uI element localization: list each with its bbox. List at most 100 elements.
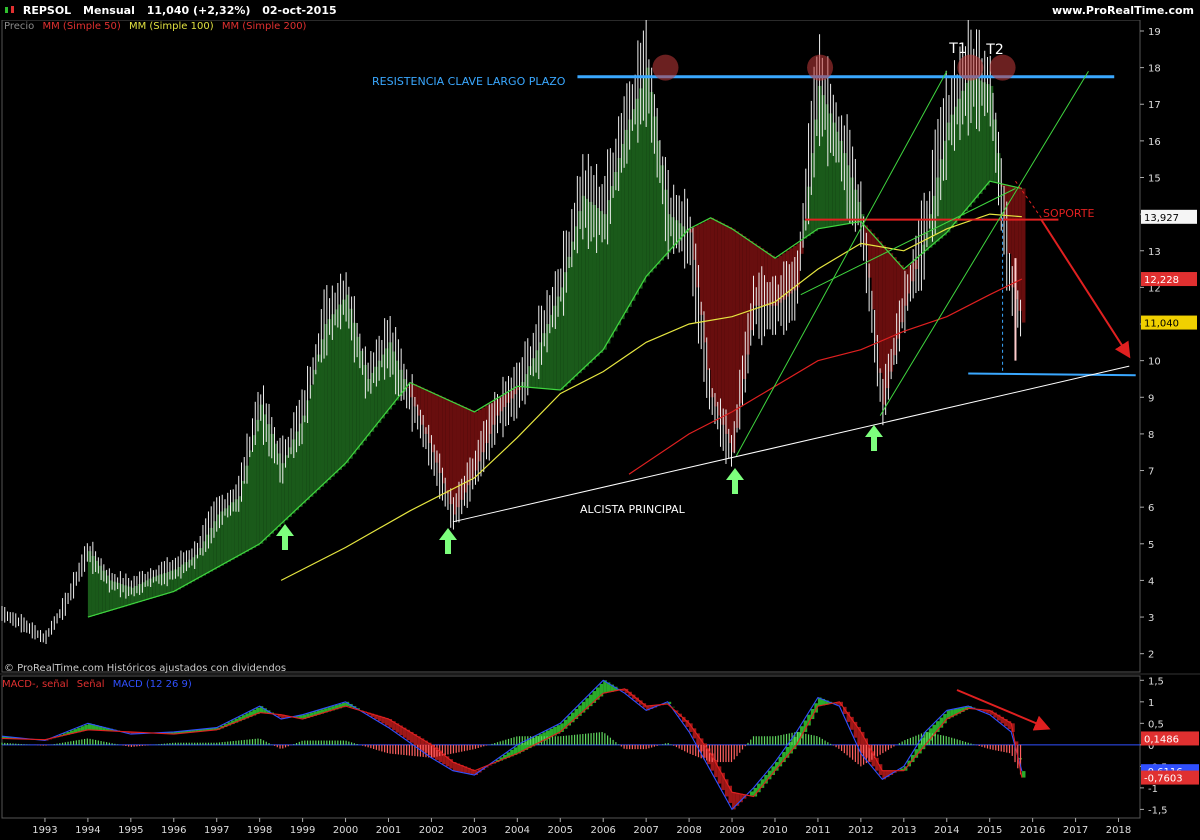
sma-fill: [588, 201, 593, 364]
sma-fill: [800, 240, 804, 254]
macd-fill: [163, 732, 167, 734]
sma-fill: [191, 557, 196, 582]
sma-fill: [234, 499, 239, 558]
sma-fill: [216, 514, 221, 568]
legend-macd-hist[interactable]: MACD-, señal: [2, 679, 69, 690]
sma-fill: [112, 581, 117, 610]
macd-fill: [692, 728, 697, 739]
macd-fill: [377, 715, 382, 722]
sma-fill: [288, 447, 292, 517]
legend-sma50[interactable]: MM (Simple 50): [42, 21, 121, 32]
macd-fill: [413, 734, 418, 746]
macd-fill: [842, 706, 847, 715]
legend-sma200[interactable]: MM (Simple 200): [221, 21, 307, 32]
up-arrow-shape: [726, 468, 744, 494]
legend-sma100[interactable]: MM (Simple 100): [128, 21, 214, 32]
macd-fill: [868, 744, 872, 763]
macd-fill: [69, 730, 74, 734]
legend-price[interactable]: Precio: [4, 21, 35, 32]
legend-signal[interactable]: Señal: [76, 679, 105, 690]
macd-fill: [592, 691, 597, 703]
macd-fill: [885, 770, 890, 778]
macd-fill: [499, 757, 504, 761]
sma-fill: [263, 414, 267, 541]
sma-fill: [87, 551, 92, 618]
macd-y-tick-label: -1,5: [1148, 805, 1168, 816]
sma-fill: [213, 521, 217, 570]
macd-fill: [345, 701, 350, 707]
buy-arrow-2012: [865, 425, 883, 451]
timeframe[interactable]: Mensual: [83, 4, 135, 17]
macd-fill: [857, 726, 861, 746]
sma-fill: [549, 314, 554, 390]
sma-fill: [155, 575, 160, 597]
macd-fill: [882, 770, 886, 780]
macd-fill: [964, 706, 969, 711]
macd-fill: [520, 743, 525, 752]
sma-fill: [796, 243, 801, 288]
buy-arrow-2002: [439, 528, 457, 554]
x-tick-label: 1996: [161, 825, 186, 836]
sma-fill: [764, 250, 768, 306]
macd-fill: [810, 708, 815, 720]
macd-fill: [245, 713, 249, 719]
macd-fill: [732, 792, 736, 810]
sma-fill: [420, 387, 425, 425]
macd-fill: [950, 709, 954, 718]
sma-fill: [732, 228, 736, 453]
y-tick-label: 2: [1148, 650, 1154, 661]
macd-fill: [631, 694, 636, 699]
macd-fill: [327, 707, 332, 712]
macd-fill: [982, 709, 987, 712]
y-tick-label: 19: [1148, 27, 1161, 38]
sma-fill: [470, 410, 475, 478]
macd-line: [1, 679, 1023, 811]
macd-fill: [689, 723, 693, 732]
sma-fill: [252, 435, 257, 548]
macd-fill: [961, 707, 965, 712]
sma-fill: [202, 541, 206, 576]
sma-fill: [241, 480, 246, 554]
macd-fill: [957, 708, 962, 714]
macd-fill: [510, 749, 514, 757]
sma-fill: [885, 249, 890, 389]
macd-panel: [1, 675, 1141, 819]
macd-fill: [91, 724, 96, 730]
x-tick-label: 2001: [376, 825, 401, 836]
macd-fill: [209, 728, 214, 731]
sma-fill: [1021, 188, 1026, 323]
legend-macd[interactable]: MACD (12 26 9): [112, 679, 192, 690]
sma-fill: [331, 314, 335, 477]
brand-link[interactable]: www.ProRealTime.com: [1051, 4, 1194, 17]
sma-fill: [177, 566, 181, 590]
sma-fill: [585, 198, 589, 367]
sma-fill: [760, 248, 765, 306]
x-tick-label: 2011: [805, 825, 830, 836]
macd-fill: [1014, 741, 1019, 745]
macd-fill: [760, 779, 765, 788]
macd-fill: [388, 719, 393, 728]
sma-fill: [957, 98, 962, 220]
macd-fill: [878, 764, 883, 775]
macd-fill: [431, 744, 436, 758]
sma-fill: [746, 238, 750, 355]
sma-fill: [352, 322, 357, 455]
macd-y-tick-label: 0: [1148, 741, 1154, 752]
macd-fill: [993, 712, 997, 718]
y-tick-label: 13: [1148, 247, 1161, 258]
sma-fill: [198, 548, 203, 578]
sma-fill: [431, 392, 436, 453]
macd-fill: [84, 724, 88, 731]
macd-fill: [946, 710, 951, 720]
macd-fill: [624, 688, 629, 694]
macd-fill: [696, 733, 700, 745]
macd-fill: [62, 733, 67, 736]
sma-fill: [571, 241, 575, 380]
macd-fill: [1004, 719, 1008, 727]
macd-fill: [835, 702, 840, 705]
macd-fill: [807, 714, 811, 726]
buy-arrow-2009: [726, 468, 744, 494]
sma-fill: [624, 129, 629, 314]
macd-fill: [939, 717, 944, 728]
